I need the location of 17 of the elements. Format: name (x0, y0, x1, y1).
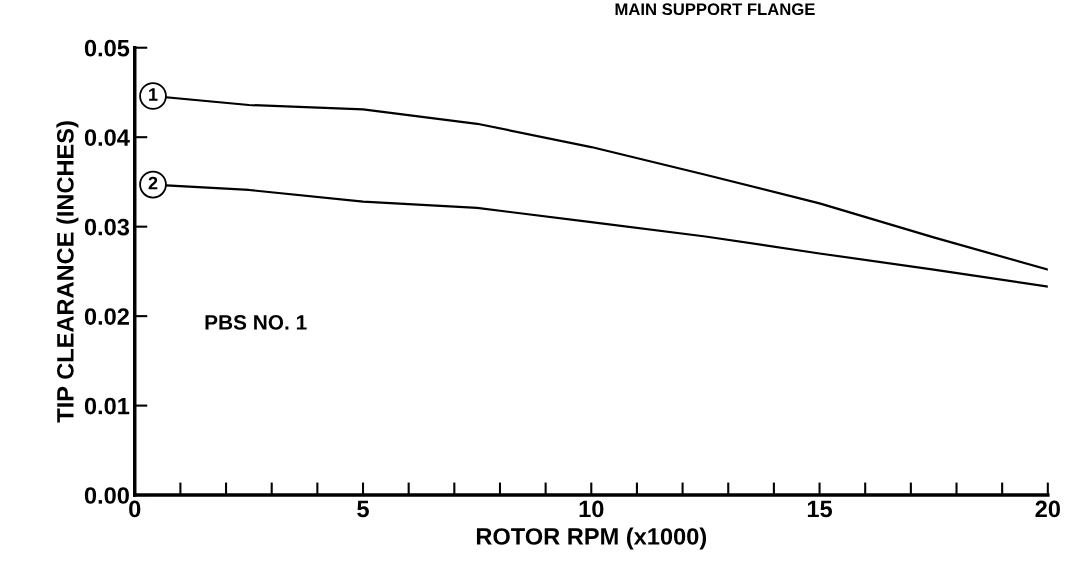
x-axis-title: ROTOR RPM (x1000) (476, 527, 707, 550)
series-label: 2 (148, 176, 158, 190)
x-tick-label: 15 (807, 500, 833, 518)
text: MAIN SUPPORT FLANGE (615, 3, 815, 16)
y-axis-title: TIP CLEARANCE (INCHES) (56, 121, 79, 423)
annotation: PBS NO. 1 (205, 315, 307, 330)
y-tick-label: 0.02 (84, 308, 129, 325)
y-tick-label: 0.01 (84, 397, 130, 415)
y-tick-label: 0.05 (84, 39, 130, 57)
series-label: 1 (149, 88, 158, 101)
x-tick-label: 5 (357, 500, 369, 518)
x-tick-label: 20 (1035, 500, 1060, 518)
x-tick-label: 0 (129, 500, 141, 518)
y-tick-label: 0.04 (84, 129, 130, 146)
y-tick-label: 0.00 (84, 487, 129, 504)
y-tick-label: 0.03 (84, 218, 130, 236)
x-tick-label: 10 (579, 500, 604, 518)
